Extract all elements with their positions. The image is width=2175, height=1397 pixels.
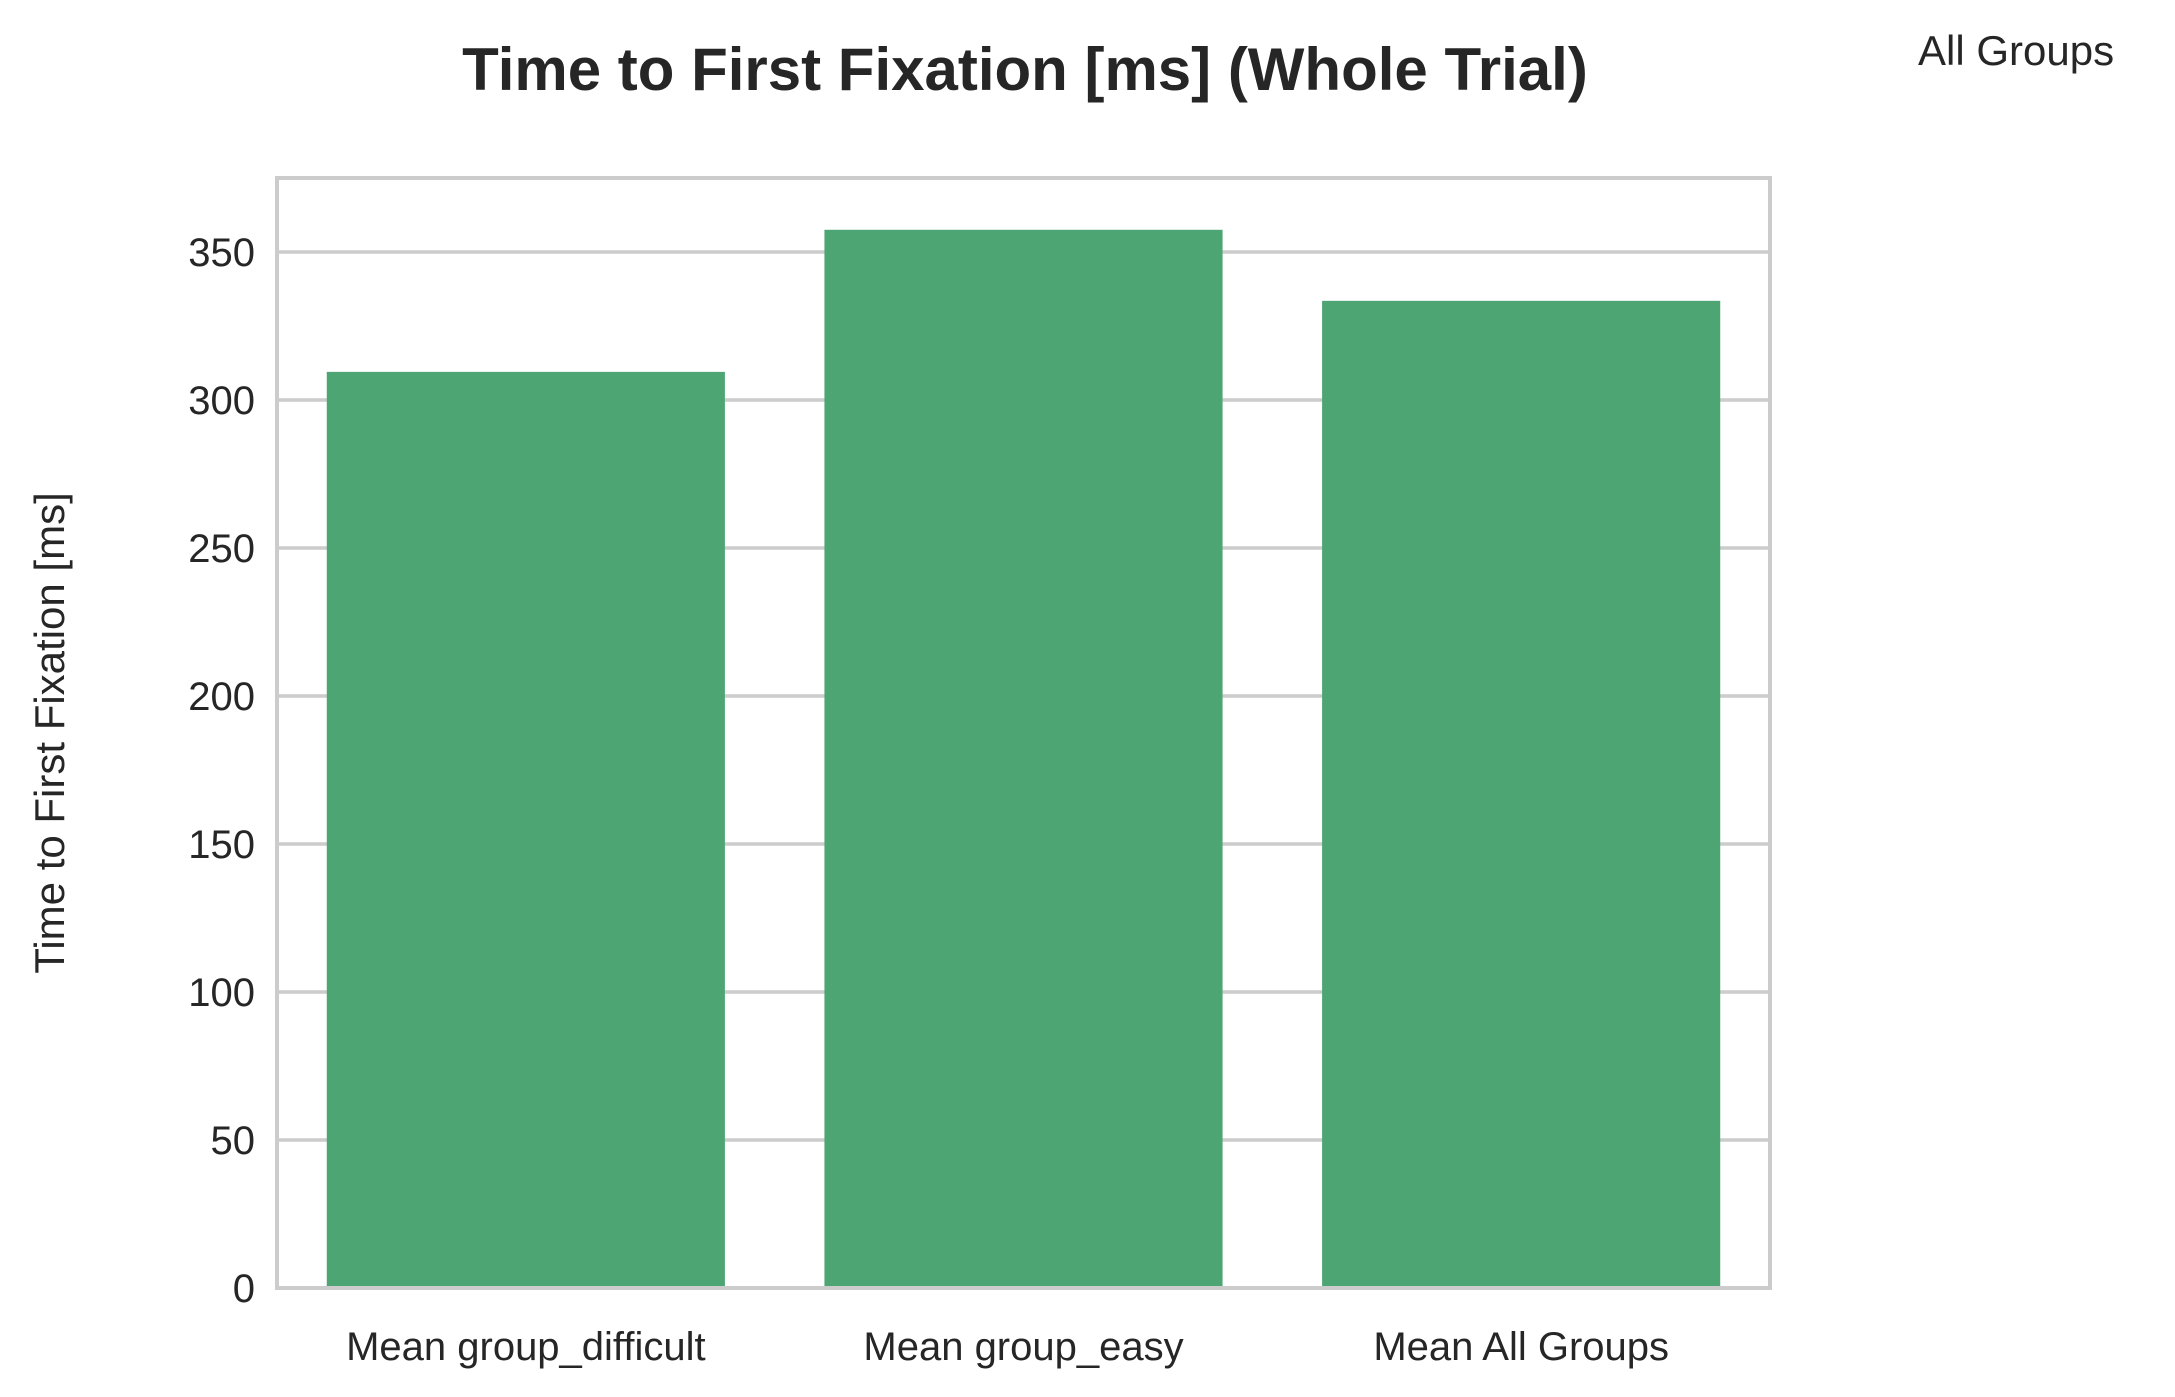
plot-frame xyxy=(275,176,1772,1290)
y-tick-label: 200 xyxy=(188,675,255,719)
y-tick-label: 100 xyxy=(188,971,255,1015)
bars xyxy=(326,229,1721,1289)
y-tick-label: 0 xyxy=(233,1267,255,1311)
plot-area xyxy=(275,176,1772,1290)
y-tick-label: 350 xyxy=(188,231,255,275)
x-tick-label: Mean group_difficult xyxy=(346,1325,706,1369)
legend-entry: All Groups xyxy=(1918,27,2114,74)
bar xyxy=(326,371,725,1288)
x-tick-label: Mean All Groups xyxy=(1373,1325,1669,1369)
y-tick-label: 300 xyxy=(188,379,255,423)
y-axis-ticks: 0 50 100 150 200 250 300 350 xyxy=(188,231,255,1311)
y-tick-label: 50 xyxy=(211,1119,256,1163)
x-tick-label: Mean group_easy xyxy=(863,1325,1183,1369)
chart-title: Time to First Fixation [ms] (Whole Trial… xyxy=(462,36,1588,103)
y-axis-label: Time to First Fixation [ms] xyxy=(26,492,73,974)
y-tick-label: 150 xyxy=(188,823,255,867)
y-tick-label: 250 xyxy=(188,527,255,571)
bar xyxy=(1322,300,1721,1289)
bar xyxy=(824,229,1223,1288)
x-axis-ticks: Mean group_difficult Mean group_easy Mean … xyxy=(346,1325,1669,1369)
